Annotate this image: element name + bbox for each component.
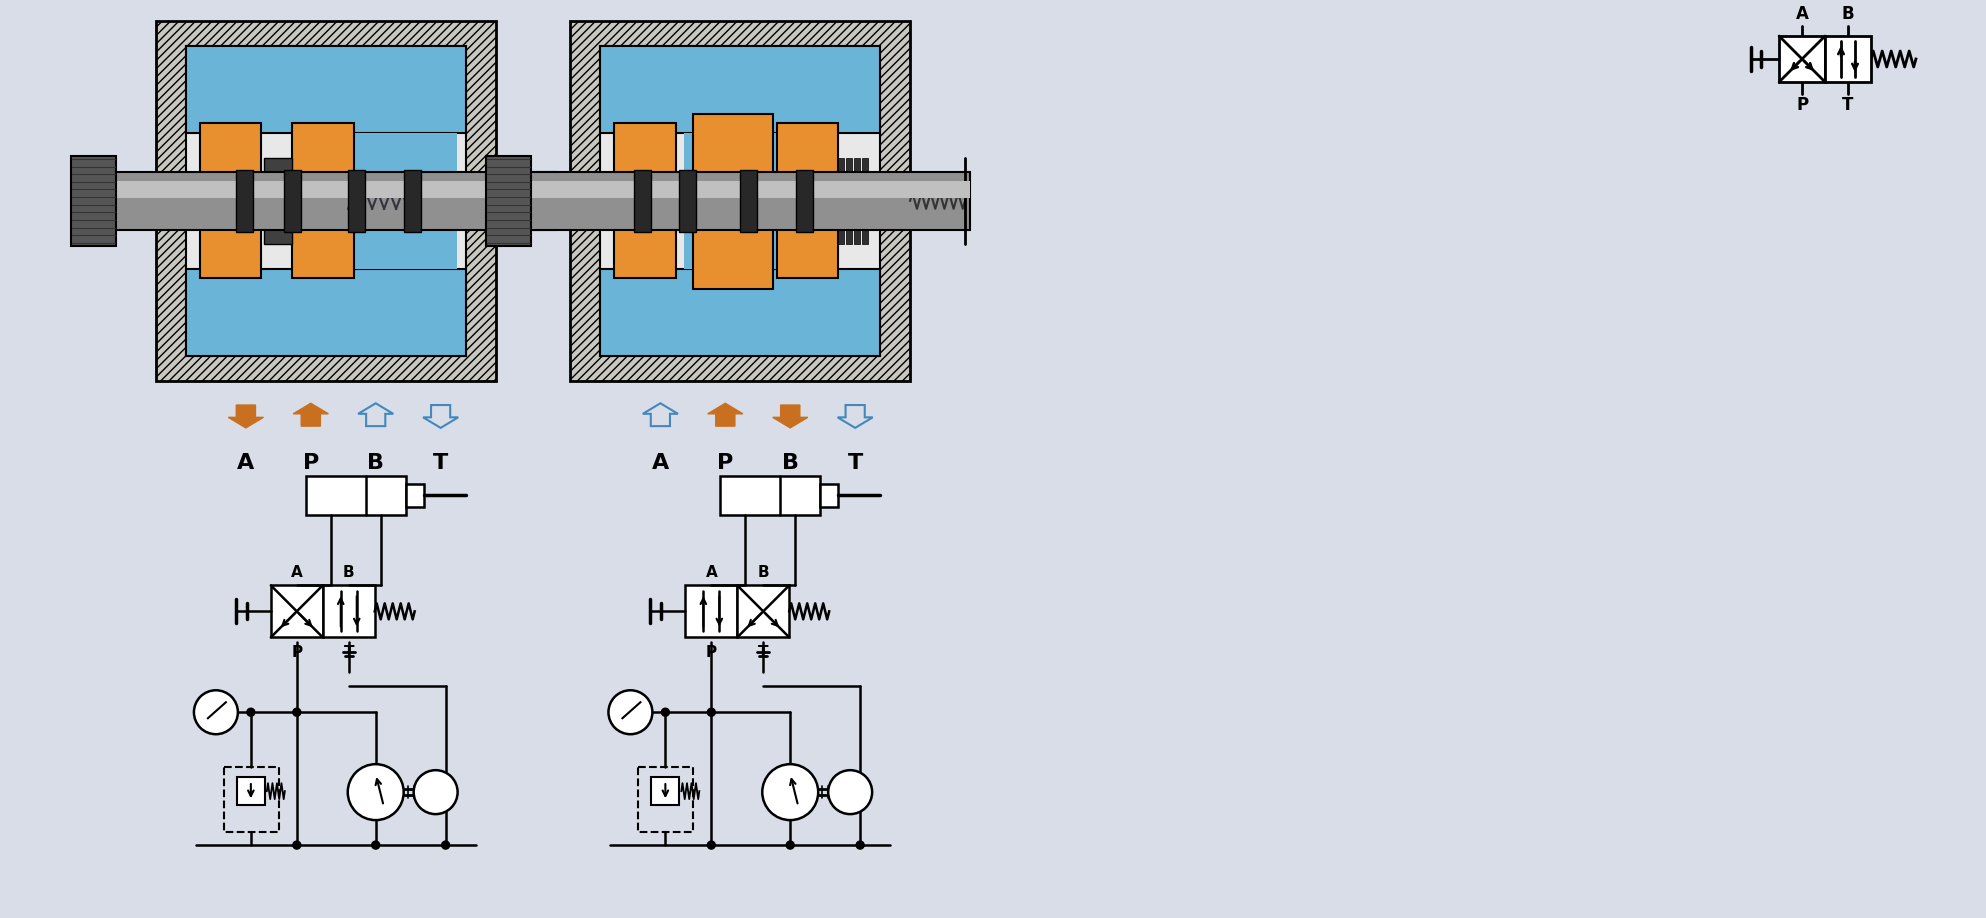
Text: A: A xyxy=(1795,5,1809,23)
Polygon shape xyxy=(854,158,860,244)
Polygon shape xyxy=(643,403,677,426)
Text: T: T xyxy=(848,453,862,473)
Polygon shape xyxy=(600,269,880,355)
Text: T: T xyxy=(344,645,354,660)
Polygon shape xyxy=(71,156,115,246)
Circle shape xyxy=(292,841,300,849)
Polygon shape xyxy=(796,170,812,231)
Circle shape xyxy=(828,770,872,814)
Polygon shape xyxy=(1779,36,1825,82)
Circle shape xyxy=(441,841,449,849)
Polygon shape xyxy=(292,123,354,192)
Text: P: P xyxy=(717,453,733,473)
Text: B: B xyxy=(344,565,355,580)
Circle shape xyxy=(292,709,300,716)
Polygon shape xyxy=(357,403,393,426)
Polygon shape xyxy=(405,484,423,508)
Polygon shape xyxy=(777,123,838,192)
Text: P: P xyxy=(302,453,320,473)
Polygon shape xyxy=(773,405,808,428)
Polygon shape xyxy=(306,476,405,516)
Text: A: A xyxy=(290,565,302,580)
Circle shape xyxy=(371,841,379,849)
Text: T: T xyxy=(433,453,449,473)
Polygon shape xyxy=(187,269,465,355)
Polygon shape xyxy=(838,405,872,428)
Polygon shape xyxy=(270,586,324,637)
Polygon shape xyxy=(75,181,556,198)
Polygon shape xyxy=(685,586,737,637)
Circle shape xyxy=(195,690,238,734)
Polygon shape xyxy=(324,586,375,637)
Circle shape xyxy=(661,709,669,716)
Polygon shape xyxy=(820,484,838,508)
Polygon shape xyxy=(491,181,969,198)
Polygon shape xyxy=(236,170,252,231)
Polygon shape xyxy=(634,170,651,231)
Text: B: B xyxy=(782,453,798,473)
Polygon shape xyxy=(679,170,695,231)
Circle shape xyxy=(348,764,403,820)
Polygon shape xyxy=(157,21,496,381)
Polygon shape xyxy=(1825,36,1871,82)
Text: T: T xyxy=(1843,96,1853,114)
Polygon shape xyxy=(264,158,292,244)
Text: B: B xyxy=(757,565,769,580)
Circle shape xyxy=(786,841,794,849)
Polygon shape xyxy=(600,46,880,355)
Polygon shape xyxy=(201,123,262,192)
Polygon shape xyxy=(294,403,328,426)
Circle shape xyxy=(608,690,651,734)
Polygon shape xyxy=(228,405,264,428)
Polygon shape xyxy=(570,21,910,381)
Polygon shape xyxy=(348,170,365,231)
Circle shape xyxy=(707,709,715,716)
Circle shape xyxy=(413,770,457,814)
Polygon shape xyxy=(862,158,868,244)
Polygon shape xyxy=(340,133,457,269)
Text: B: B xyxy=(367,453,383,473)
Polygon shape xyxy=(491,172,969,230)
Circle shape xyxy=(763,764,818,820)
Text: T: T xyxy=(759,645,769,660)
Polygon shape xyxy=(187,46,465,133)
Polygon shape xyxy=(487,156,530,246)
Polygon shape xyxy=(292,210,354,278)
Text: M: M xyxy=(842,783,860,801)
Polygon shape xyxy=(846,158,852,244)
Polygon shape xyxy=(423,405,459,428)
Text: P: P xyxy=(292,645,302,660)
Circle shape xyxy=(707,841,715,849)
Polygon shape xyxy=(236,778,264,805)
Polygon shape xyxy=(741,170,757,231)
Polygon shape xyxy=(685,133,802,269)
Circle shape xyxy=(246,709,254,716)
Polygon shape xyxy=(838,158,844,244)
Polygon shape xyxy=(187,46,465,355)
Polygon shape xyxy=(777,210,838,278)
Text: P: P xyxy=(1795,96,1807,114)
Polygon shape xyxy=(75,172,556,230)
Text: A: A xyxy=(651,453,669,473)
Polygon shape xyxy=(693,114,773,203)
Text: P: P xyxy=(705,645,717,660)
Polygon shape xyxy=(707,403,743,426)
Polygon shape xyxy=(651,778,679,805)
Text: B: B xyxy=(1841,5,1855,23)
Circle shape xyxy=(856,841,864,849)
Text: A: A xyxy=(236,453,254,473)
Polygon shape xyxy=(600,46,880,133)
Polygon shape xyxy=(614,210,675,278)
Text: M: M xyxy=(427,783,445,801)
Polygon shape xyxy=(201,210,262,278)
Polygon shape xyxy=(284,170,300,231)
Text: A: A xyxy=(705,565,717,580)
Polygon shape xyxy=(721,476,820,516)
Polygon shape xyxy=(614,123,675,192)
Polygon shape xyxy=(403,170,421,231)
Polygon shape xyxy=(737,586,788,637)
Polygon shape xyxy=(693,201,773,289)
